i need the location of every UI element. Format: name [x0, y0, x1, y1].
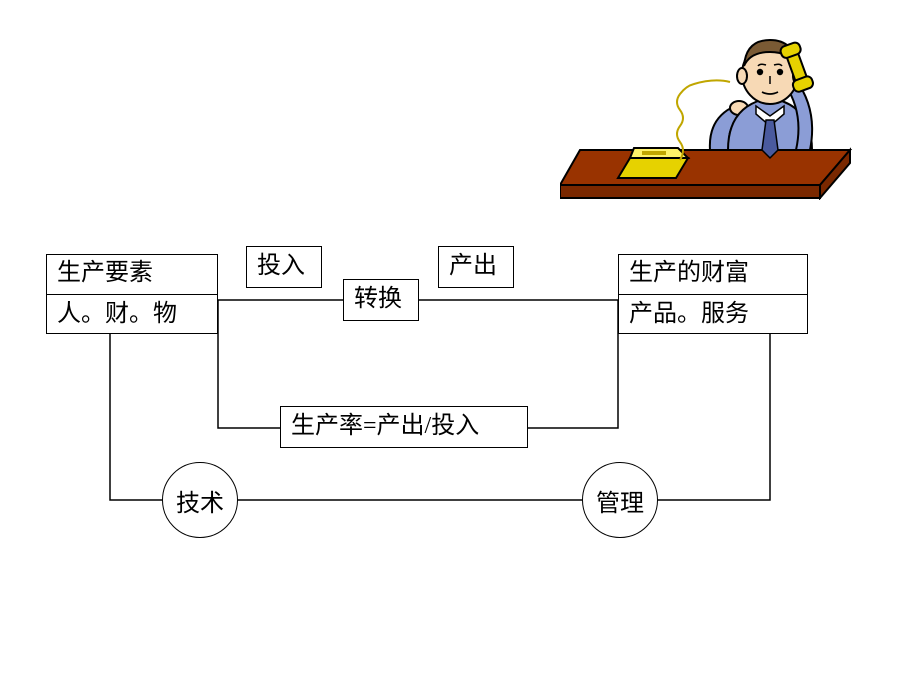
edge — [218, 300, 280, 428]
node-wealth: 生产的财富 产品。服务 — [618, 254, 808, 334]
node-management: 管理 — [582, 462, 658, 538]
edge — [658, 334, 770, 500]
edge — [110, 334, 162, 500]
node-production-factors: 生产要素 人。财。物 — [46, 254, 218, 334]
node-convert-label: 转换 — [344, 280, 418, 319]
node-input: 投入 — [246, 246, 322, 288]
node-productivity-label: 生产率=产出/投入 — [281, 407, 527, 446]
node-management-label: 管理 — [596, 483, 644, 518]
node-convert: 转换 — [343, 279, 419, 321]
node-wealth-line2: 产品。服务 — [619, 294, 807, 334]
node-input-label: 投入 — [247, 247, 321, 286]
node-production-factors-line2: 人。财。物 — [47, 294, 217, 334]
node-technology: 技术 — [162, 462, 238, 538]
node-wealth-line1: 生产的财富 — [619, 254, 807, 293]
node-output-label: 产出 — [439, 247, 513, 286]
businessman-clipart — [560, 10, 870, 200]
node-technology-label: 技术 — [176, 483, 224, 518]
node-production-factors-line1: 生产要素 — [47, 254, 217, 293]
edge — [528, 300, 618, 428]
node-productivity: 生产率=产出/投入 — [280, 406, 528, 448]
node-output: 产出 — [438, 246, 514, 288]
